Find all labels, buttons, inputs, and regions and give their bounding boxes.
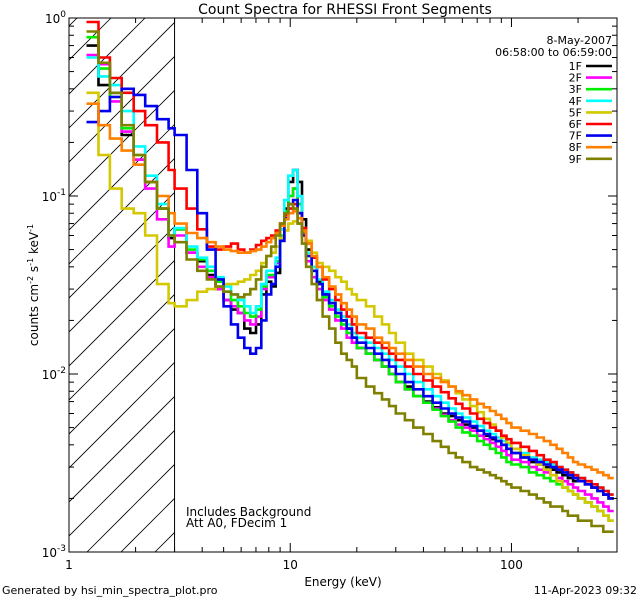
legend-item-1f: 1F [569,60,612,73]
hatch-line [69,429,175,537]
hatch-line [69,18,146,95]
series-7f-line [86,87,614,500]
x-tick-label: 10 [283,558,298,572]
footer-timestamp: 11-Apr-2023 09:32 [534,584,637,597]
legend-item-9f: 9F [569,153,612,166]
series-4f-line [86,56,614,496]
chart-title: Count Spectra for RHESSI Front Segments [198,2,492,18]
legend-item-5f: 5F [569,106,612,119]
hatch-line [69,55,175,163]
series-1f-line [86,44,614,500]
legend-label: 5F [569,106,582,119]
annotation-background: Includes Background [186,505,311,519]
legend-label: 6F [569,118,582,131]
annotation-attenuator: Att A0, FDecim 1 [186,516,287,530]
legend-item-3f: 3F [569,83,612,96]
y-tick-label: 100 [45,10,66,26]
y-tick-label: 10-1 [42,188,66,204]
legend-label: 9F [569,153,582,166]
footer-generated: Generated by hsi_min_spectra_plot.pro [2,584,218,597]
plot-frame [68,17,618,553]
legend-label: 3F [569,83,582,96]
hatch-line [69,191,175,299]
hatch-line [69,18,78,27]
date-label: 8-May-2007 [547,34,612,47]
legend-label: 1F [569,60,582,73]
y-tick-label: 10-2 [42,366,66,382]
legend-label: 4F [569,95,582,108]
legend-item-7f: 7F [569,130,612,143]
legend-label: 2F [569,72,582,85]
hatch-line [69,259,175,367]
hatch-line [69,395,175,503]
y-axis-label: counts cm-2 s-1 keV-1 [26,224,41,346]
legend-label: 8F [569,141,582,154]
y-tick-label: 10-3 [42,544,66,560]
x-tick-label: 100 [500,558,523,572]
hatch-line [69,293,175,401]
legend-item-4f: 4F [569,95,612,108]
hatch-line [69,361,175,469]
series-3f-line [86,35,614,522]
legend-label: 7F [569,130,582,143]
hatch-line [69,225,175,333]
legend-item-8f: 8F [569,141,612,154]
series-9f-line [86,30,614,533]
axis-ticks: 1 10 100 100 10-1 10-2 10-3 [42,10,618,572]
svg-text:counts cm-2 s-1 keV-1: counts cm-2 s-1 keV-1 [26,224,41,346]
legend-item-6f: 6F [569,118,612,131]
x-tick-label: 1 [65,558,73,572]
series-8f-line [86,102,614,480]
hatch-line [69,157,175,265]
series-group [86,20,614,533]
time-range-label: 06:58:00 to 06:59:00 [495,46,612,59]
series-6f-line [86,20,614,496]
legend-item-2f: 2F [569,72,612,85]
x-axis-label: Energy (keV) [304,575,381,589]
